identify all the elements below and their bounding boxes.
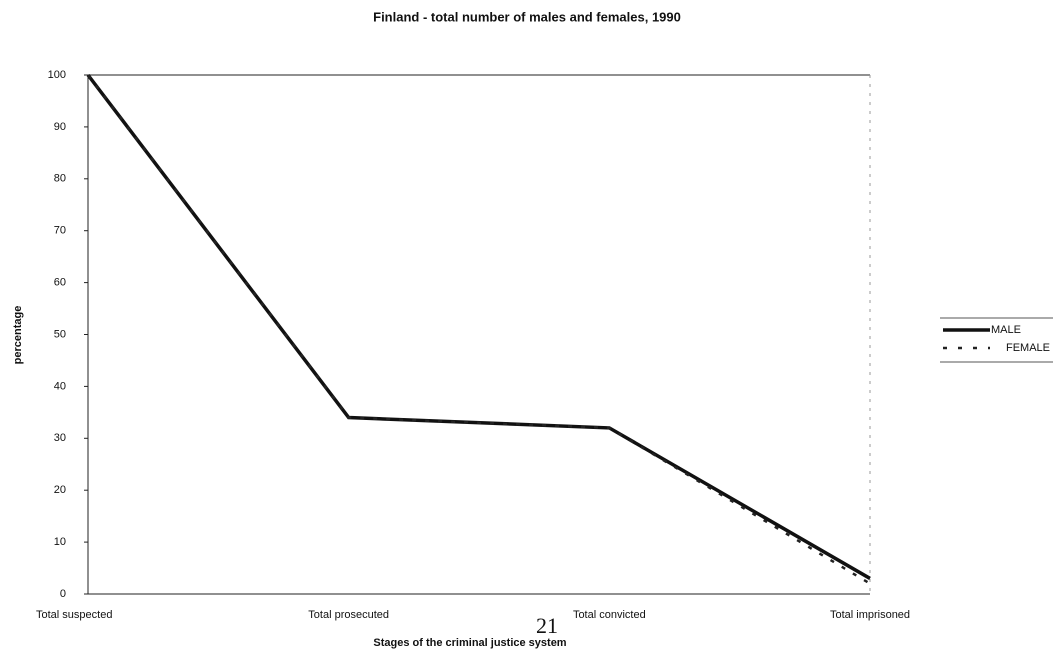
legend-label: MALE xyxy=(991,324,1021,336)
series-line xyxy=(86,73,871,580)
y-tick-label: 50 xyxy=(54,328,66,340)
legend-label: FEMALE xyxy=(1006,342,1050,354)
y-tick-label: 80 xyxy=(54,173,66,185)
y-axis-title: percentage xyxy=(12,306,24,365)
x-tick-label: Total imprisoned xyxy=(830,609,910,621)
x-tick-label: Total prosecuted xyxy=(308,609,389,621)
y-tick-label: 10 xyxy=(54,536,66,548)
y-tick-label: 70 xyxy=(54,225,66,237)
y-tick-label: 100 xyxy=(48,69,66,81)
y-tick-label: 30 xyxy=(54,432,66,444)
y-tick-label: 0 xyxy=(60,588,66,600)
series-line xyxy=(87,74,871,585)
y-tick-label: 40 xyxy=(54,380,66,392)
chart-title: Finland - total number of males and fema… xyxy=(373,9,681,24)
page-number: 21 xyxy=(536,613,558,638)
y-tick-label: 20 xyxy=(54,484,66,496)
x-tick-label: Total suspected xyxy=(36,609,112,621)
x-axis-title: Stages of the criminal justice system xyxy=(373,637,566,649)
x-tick-label: Total convicted xyxy=(573,609,646,621)
y-tick-label: 90 xyxy=(54,121,66,133)
y-tick-label: 60 xyxy=(54,277,66,289)
